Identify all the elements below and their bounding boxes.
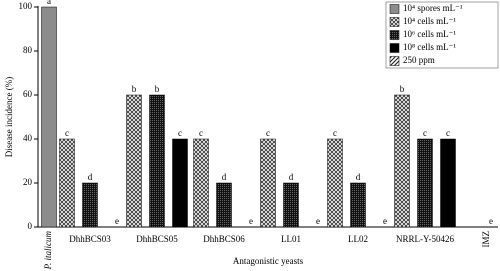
bar-letter: c (65, 128, 69, 138)
bar-letter: c (178, 128, 182, 138)
bar (283, 182, 299, 228)
bar (59, 138, 75, 228)
bar-letter: c (266, 128, 270, 138)
bar-letter: d (289, 172, 294, 182)
bar (149, 94, 165, 228)
legend-swatch (389, 43, 400, 53)
x-tick-label: DhhBCS06 (203, 234, 245, 244)
bar-letter: b (155, 84, 160, 94)
x-tick-label: NRRL-Y-50426 (396, 234, 454, 244)
legend-swatch (389, 56, 400, 66)
x-tick-label: IMZ (481, 231, 491, 248)
legend-label: 10⁸ cells mL⁻¹ (403, 42, 456, 52)
bar (440, 138, 456, 228)
bar-letter: e (383, 216, 387, 226)
bar-letter: d (356, 172, 361, 182)
bar-letter: d (88, 172, 93, 182)
x-axis-title: Antagonistic yeasts (233, 256, 304, 266)
bar-letter: c (423, 128, 427, 138)
bar-letter: e (489, 216, 493, 226)
x-tick-label: P. italicum (43, 231, 53, 271)
legend-swatch (389, 17, 400, 27)
y-tick-label: 0 (28, 221, 33, 231)
legend-swatch (389, 30, 400, 40)
legend-label: 10⁴ spores mL⁻¹ (403, 3, 463, 13)
bar (260, 138, 276, 228)
bar (216, 182, 232, 228)
bar (193, 138, 209, 228)
bar-letter: c (446, 128, 450, 138)
bar (126, 94, 142, 228)
legend-label: 250 ppm (403, 55, 435, 65)
bar (41, 6, 57, 228)
bar (417, 138, 433, 228)
y-tick-label: 60 (23, 89, 33, 99)
bar-letter: d (222, 172, 227, 182)
bar (350, 182, 366, 228)
bar-letter: e (316, 216, 320, 226)
bar-letter: c (199, 128, 203, 138)
x-tick-label: LL01 (281, 234, 301, 244)
y-axis-title: Disease incidence (%) (4, 77, 14, 157)
bar-letter: c (333, 128, 337, 138)
x-tick-label: DhhBCS03 (69, 234, 111, 244)
bar-letter: e (249, 216, 253, 226)
bar (82, 182, 98, 228)
bar (172, 138, 188, 228)
y-tick-label: 40 (23, 133, 33, 143)
legend-label: 10⁴ cells mL⁻¹ (403, 16, 456, 26)
legend-label: 10⁶ cells mL⁻¹ (403, 29, 456, 39)
bar (327, 138, 343, 228)
bar-letter: b (132, 84, 137, 94)
y-tick-label: 80 (23, 45, 33, 55)
x-tick-label: LL02 (348, 234, 368, 244)
bar-letter: a (47, 0, 51, 6)
bar-letter: b (400, 84, 405, 94)
y-tick-label: 100 (19, 1, 33, 11)
bar-letter: e (115, 216, 119, 226)
legend-box (385, 1, 499, 69)
bar (394, 94, 410, 228)
x-tick-label: DhhBCS05 (136, 234, 178, 244)
y-tick-label: 20 (23, 177, 33, 187)
legend-swatch (389, 4, 400, 14)
